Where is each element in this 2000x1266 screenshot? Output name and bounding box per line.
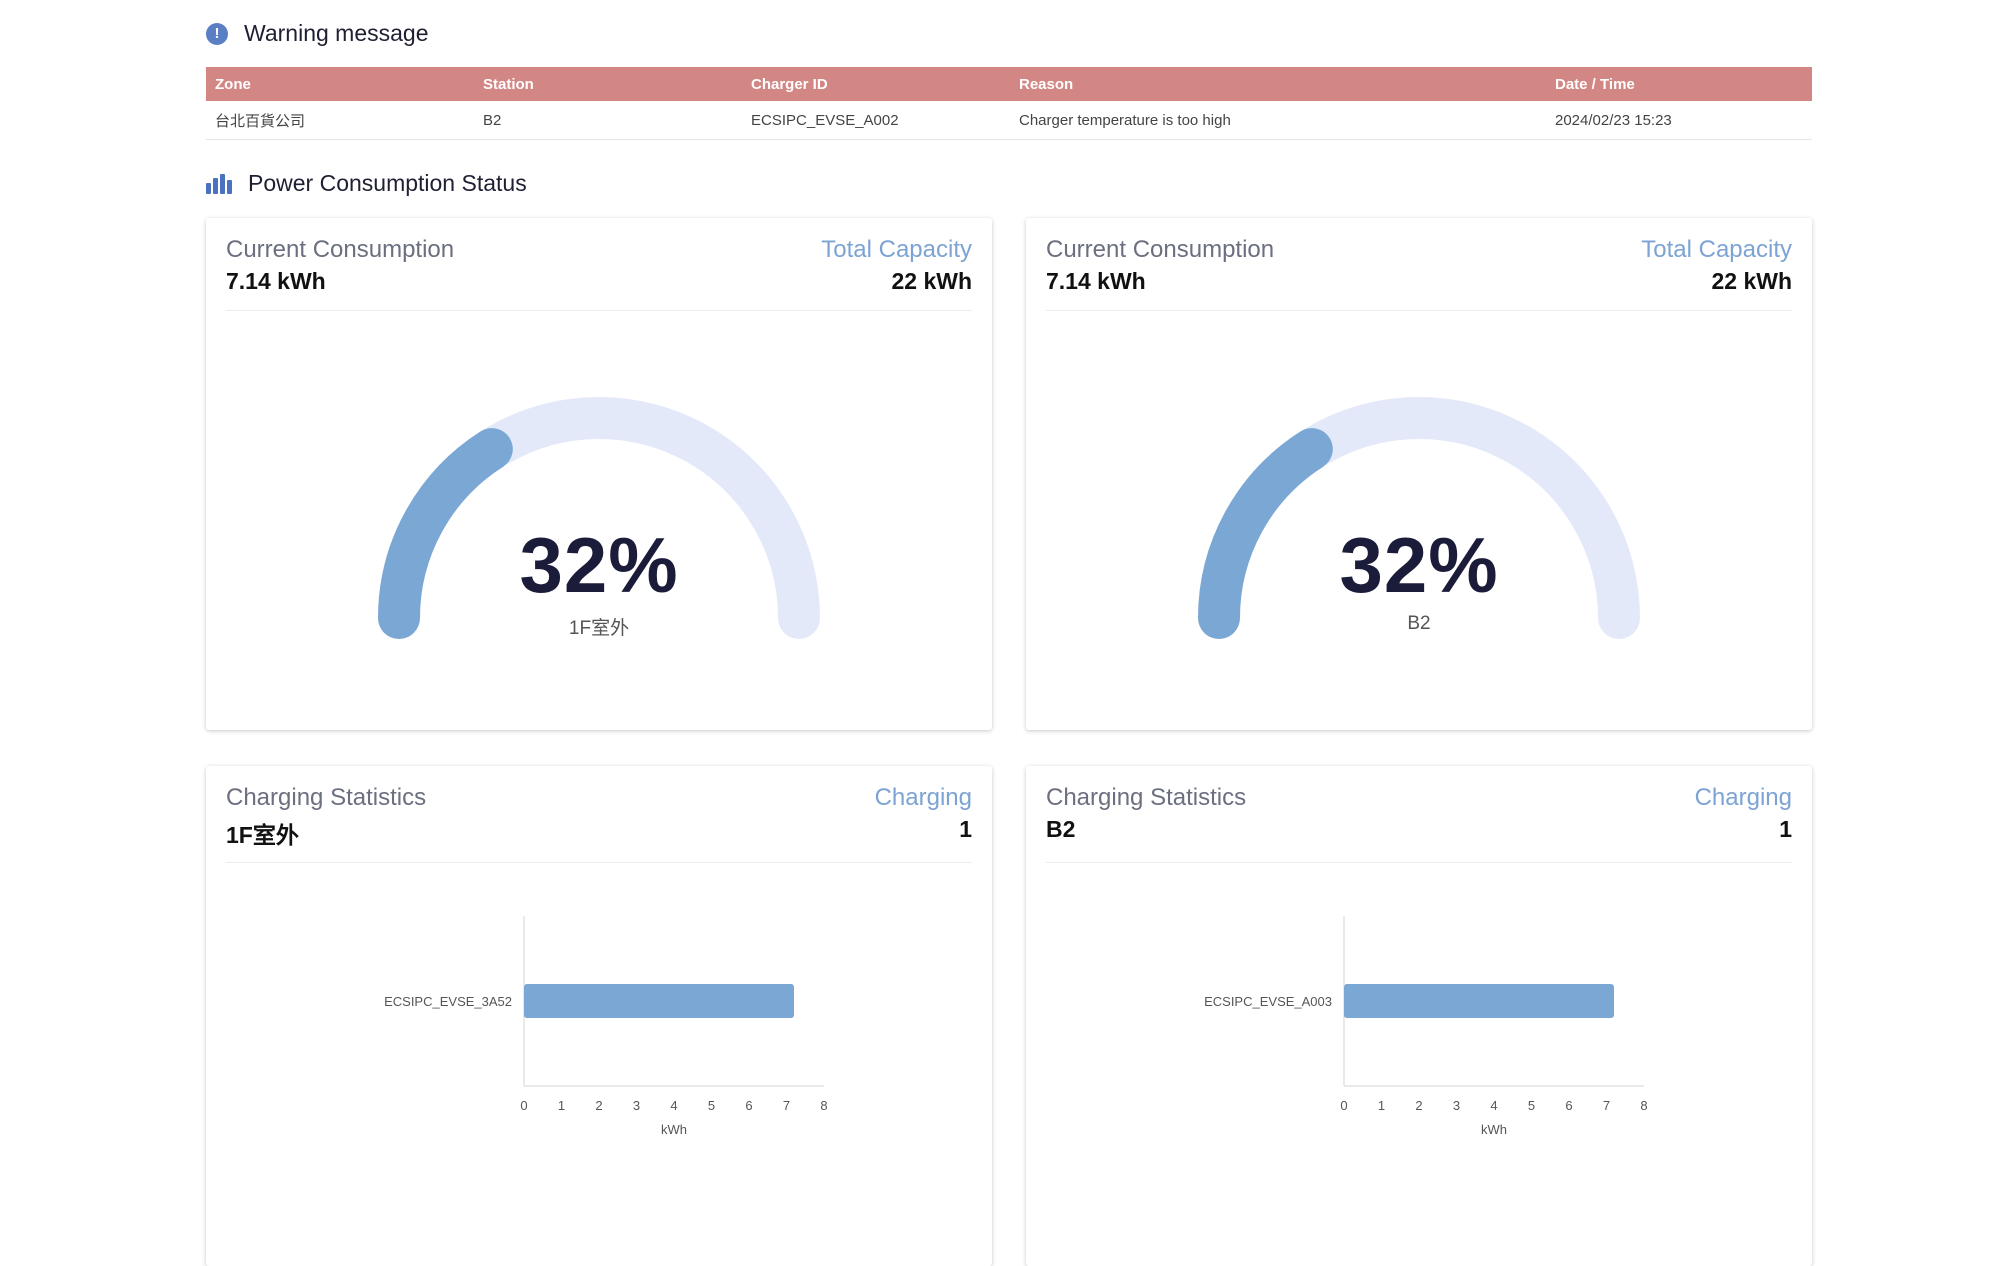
column-header-reason[interactable]: Reason xyxy=(1010,67,1546,101)
charging-stats-card-1: Charging Statistics 1F室外 Charging 1 ECSI… xyxy=(206,766,992,1266)
gauge-percent: 32% xyxy=(519,521,679,609)
column-header-charger-id[interactable]: Charger ID xyxy=(742,67,1010,101)
category-label: ECSIPC_EVSE_A003 xyxy=(1204,994,1332,1009)
charging-bar-chart: ECSIPC_EVSE_A003 0 1 2 3 4 5 6 7 8 kWh xyxy=(1204,916,1648,1137)
current-consumption-label: Current Consumption xyxy=(1046,236,1275,263)
current-consumption-value: 7.14 kWh xyxy=(226,268,326,294)
x-tick-label: 4 xyxy=(1490,1098,1497,1113)
charging-count: 1 xyxy=(1779,816,1792,842)
gauge-percent: 32% xyxy=(1339,521,1499,609)
x-tick-label: 4 xyxy=(670,1098,677,1113)
x-tick-label: 3 xyxy=(1453,1098,1460,1113)
x-axis-label: kWh xyxy=(661,1122,687,1137)
category-label: ECSIPC_EVSE_3A52 xyxy=(384,994,512,1009)
card-header: Charging Statistics B2 Charging 1 xyxy=(1046,784,1792,863)
x-tick-label: 0 xyxy=(520,1098,527,1113)
warning-title-text: Warning message xyxy=(244,20,429,46)
charging-bar-chart: ECSIPC_EVSE_3A52 0 1 2 3 4 5 6 7 8 kWh xyxy=(384,916,828,1137)
x-tick-label: 2 xyxy=(1415,1098,1422,1113)
bar xyxy=(524,984,794,1018)
card-header: Current Consumption 7.14 kWh Total Capac… xyxy=(226,236,972,311)
charging-stats-zone: 1F室外 xyxy=(226,822,299,848)
info-icon: ! xyxy=(206,22,228,45)
gauge-zone-label: B2 xyxy=(1407,613,1431,634)
cell-reason: Charger temperature is too high xyxy=(1010,101,1546,140)
power-section-title: Power Consumption Status xyxy=(206,170,527,197)
x-tick-label: 6 xyxy=(1565,1098,1572,1113)
warning-table: Zone Station Charger ID Reason Date / Ti… xyxy=(206,67,1812,140)
x-tick-label: 7 xyxy=(1603,1098,1610,1113)
total-capacity-label: Total Capacity xyxy=(821,236,972,263)
x-tick-label: 3 xyxy=(633,1098,640,1113)
x-tick-label: 0 xyxy=(1340,1098,1347,1113)
cell-zone: 台北百貨公司 xyxy=(206,101,474,140)
gauge-chart xyxy=(378,397,820,639)
charging-label: Charging xyxy=(874,784,972,811)
column-header-zone[interactable]: Zone xyxy=(206,67,474,101)
x-tick-label: 5 xyxy=(708,1098,715,1113)
x-tick-label: 6 xyxy=(745,1098,752,1113)
table-header-row: Zone Station Charger ID Reason Date / Ti… xyxy=(206,67,1812,101)
gauge-zone-label: 1F室外 xyxy=(568,618,630,639)
card-header: Current Consumption 7.14 kWh Total Capac… xyxy=(1046,236,1792,311)
consumption-card-2: Current Consumption 7.14 kWh Total Capac… xyxy=(1026,218,1812,730)
gauge-fill xyxy=(1198,428,1333,639)
total-capacity-value: 22 kWh xyxy=(1711,268,1792,294)
current-consumption-label: Current Consumption xyxy=(226,236,455,263)
charging-stats-zone: B2 xyxy=(1046,816,1076,842)
gauge-track xyxy=(1297,397,1640,639)
x-tick-label: 7 xyxy=(783,1098,790,1113)
charging-label: Charging xyxy=(1694,784,1792,811)
x-tick-label: 5 xyxy=(1528,1098,1535,1113)
x-tick-label: 8 xyxy=(820,1098,827,1113)
gauge-chart xyxy=(1198,397,1640,639)
charging-stats-title: Charging Statistics xyxy=(226,784,427,811)
table-row[interactable]: 台北百貨公司 B2 ECSIPC_EVSE_A002 Charger tempe… xyxy=(206,101,1812,140)
charging-count: 1 xyxy=(959,816,972,842)
total-capacity-value: 22 kWh xyxy=(891,268,972,294)
power-title-text: Power Consumption Status xyxy=(248,170,527,196)
current-consumption-value: 7.14 kWh xyxy=(1046,268,1146,294)
cell-datetime: 2024/02/23 15:23 xyxy=(1546,101,1812,140)
column-header-station[interactable]: Station xyxy=(474,67,742,101)
charging-stats-card-2: Charging Statistics B2 Charging 1 ECSIPC… xyxy=(1026,766,1812,1266)
card-header: Charging Statistics 1F室外 Charging 1 xyxy=(226,784,972,863)
x-tick-label: 8 xyxy=(1640,1098,1647,1113)
gauge-track xyxy=(477,397,820,639)
x-axis-label: kWh xyxy=(1481,1122,1507,1137)
column-header-datetime[interactable]: Date / Time xyxy=(1546,67,1812,101)
bar xyxy=(1344,984,1614,1018)
x-tick-label: 2 xyxy=(595,1098,602,1113)
bar-chart-icon xyxy=(206,173,234,194)
x-tick-label: 1 xyxy=(558,1098,565,1113)
consumption-card-1: Current Consumption 7.14 kWh Total Capac… xyxy=(206,218,992,730)
cell-charger-id: ECSIPC_EVSE_A002 xyxy=(742,101,1010,140)
cell-station: B2 xyxy=(474,101,742,140)
charging-stats-title: Charging Statistics xyxy=(1046,784,1247,811)
x-tick-label: 1 xyxy=(1378,1098,1385,1113)
total-capacity-label: Total Capacity xyxy=(1641,236,1792,263)
gauge-fill xyxy=(378,428,513,639)
warning-section-title: ! Warning message xyxy=(206,20,429,47)
